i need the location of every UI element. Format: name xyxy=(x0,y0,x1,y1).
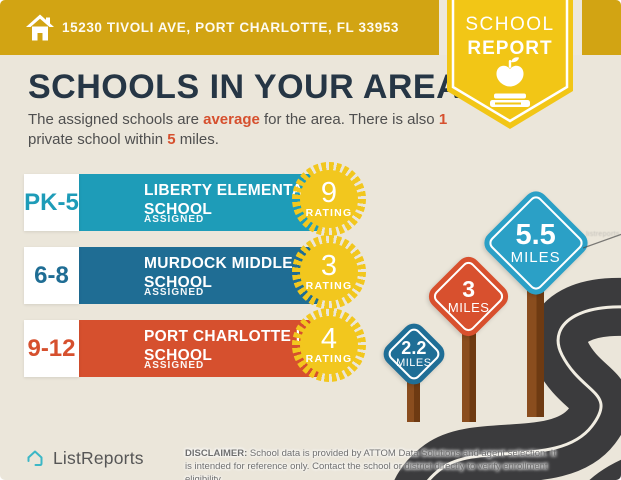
school-bar: LIBERTY ELEMENTARY SCHOOL ASSIGNED xyxy=(78,174,324,231)
rating-starburst: 3 RATING xyxy=(292,235,366,309)
school-status: ASSIGNED xyxy=(144,287,205,298)
summary-segment: The assigned schools are xyxy=(28,111,204,128)
rating-label: RATING xyxy=(305,207,353,219)
badge-inner-border xyxy=(451,0,569,123)
rating-value: 9 xyxy=(320,177,338,209)
school-name: MURDOCK MIDDLE SCHOOL xyxy=(144,255,293,291)
grade-range: 9-12 xyxy=(24,320,79,377)
summary-segment: miles. xyxy=(175,131,219,148)
school-bar: PORT CHARLOTTE HIGH SCHOOL ASSIGNED xyxy=(78,320,335,377)
school-row-high: PORT CHARLOTTE HIGH SCHOOL ASSIGNED 9-12… xyxy=(24,308,366,382)
distance-unit: MILES xyxy=(396,356,432,369)
home-icon xyxy=(26,14,54,41)
badge-title-line2: REPORT xyxy=(467,38,553,59)
watermark: listreports xyxy=(586,231,620,238)
house-logo-icon xyxy=(27,450,43,466)
school-name: PORT CHARLOTTE HIGH SCHOOL xyxy=(144,328,336,364)
distance-unit: MILES xyxy=(447,299,490,315)
summary-highlight-miles: 5 xyxy=(167,131,176,148)
distance-value: 5.5 xyxy=(515,218,557,251)
rating-value: 3 xyxy=(320,250,338,282)
school-row-elementary: LIBERTY ELEMENTARY SCHOOL ASSIGNED PK-5 … xyxy=(24,162,366,236)
rating-starburst: 4 RATING xyxy=(292,308,366,382)
summary-segment: for the area. There is also xyxy=(259,111,439,128)
brand-name: ListReports xyxy=(53,447,144,468)
book-icon xyxy=(490,93,530,107)
grade-range: 6-8 xyxy=(24,247,79,304)
rating-value: 4 xyxy=(320,323,338,355)
watermark-pointer-line xyxy=(583,233,621,249)
school-status: ASSIGNED xyxy=(144,214,205,225)
school-row-middle: MURDOCK MIDDLE SCHOOL ASSIGNED 6-8 3 RAT… xyxy=(24,235,366,309)
summary-highlight-count: 1 xyxy=(438,111,448,128)
school-name: LIBERTY ELEMENTARY SCHOOL xyxy=(144,182,325,218)
distance-sign-3-miles: 3 MILES xyxy=(423,251,514,342)
school-status: ASSIGNED xyxy=(144,360,205,371)
school-bar: MURDOCK MIDDLE SCHOOL ASSIGNED xyxy=(78,247,319,304)
badge-gap xyxy=(573,0,582,55)
listreports-logo: ListReports xyxy=(24,447,144,469)
property-address: 15230 TIVOLI AVE, PORT CHARLOTTE, FL 339… xyxy=(62,20,400,35)
disclaimer-label: DISCLAIMER: xyxy=(185,448,248,459)
rating-label: RATING xyxy=(305,280,353,292)
rating-starburst: 9 RATING xyxy=(292,162,366,236)
distance-value: 2.2 xyxy=(401,337,427,358)
apple-icon xyxy=(496,57,524,87)
badge-title-line1: SCHOOL xyxy=(465,14,555,35)
distance-value: 3 xyxy=(462,275,475,302)
distance-unit: MILES xyxy=(510,248,562,266)
school-report-badge: SCHOOL REPORT xyxy=(447,0,573,132)
badge-gap xyxy=(439,0,447,55)
rating-label: RATING xyxy=(305,353,353,365)
grade-range: PK-5 xyxy=(24,174,79,231)
disclaimer-text: DISCLAIMER: School data is provided by A… xyxy=(185,447,557,480)
summary-segment: private school within xyxy=(28,131,168,148)
summary-highlight-average: average xyxy=(203,111,260,128)
summary-text: The assigned schools are average for the… xyxy=(28,110,448,150)
road-corner-path xyxy=(589,459,621,480)
distance-sign-2-2-miles: 2.2 MILES xyxy=(378,318,450,390)
page-title: SCHOOLS IN YOUR AREA xyxy=(28,68,462,106)
road-corner-centerline xyxy=(574,470,621,480)
